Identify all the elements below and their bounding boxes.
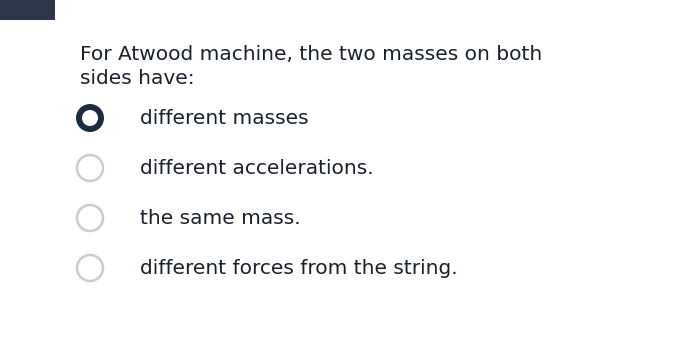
Circle shape bbox=[76, 104, 104, 132]
Text: sides have:: sides have: bbox=[80, 69, 195, 88]
Circle shape bbox=[77, 155, 103, 181]
Circle shape bbox=[77, 255, 103, 281]
Text: For Atwood machine, the two masses on both: For Atwood machine, the two masses on bo… bbox=[80, 45, 542, 64]
Text: different masses: different masses bbox=[140, 108, 309, 128]
Text: different forces from the string.: different forces from the string. bbox=[140, 258, 458, 277]
Bar bbox=[0, 0, 55, 20]
Circle shape bbox=[82, 110, 98, 126]
Text: different accelerations.: different accelerations. bbox=[140, 158, 374, 177]
Text: the same mass.: the same mass. bbox=[140, 208, 300, 227]
Circle shape bbox=[77, 205, 103, 231]
